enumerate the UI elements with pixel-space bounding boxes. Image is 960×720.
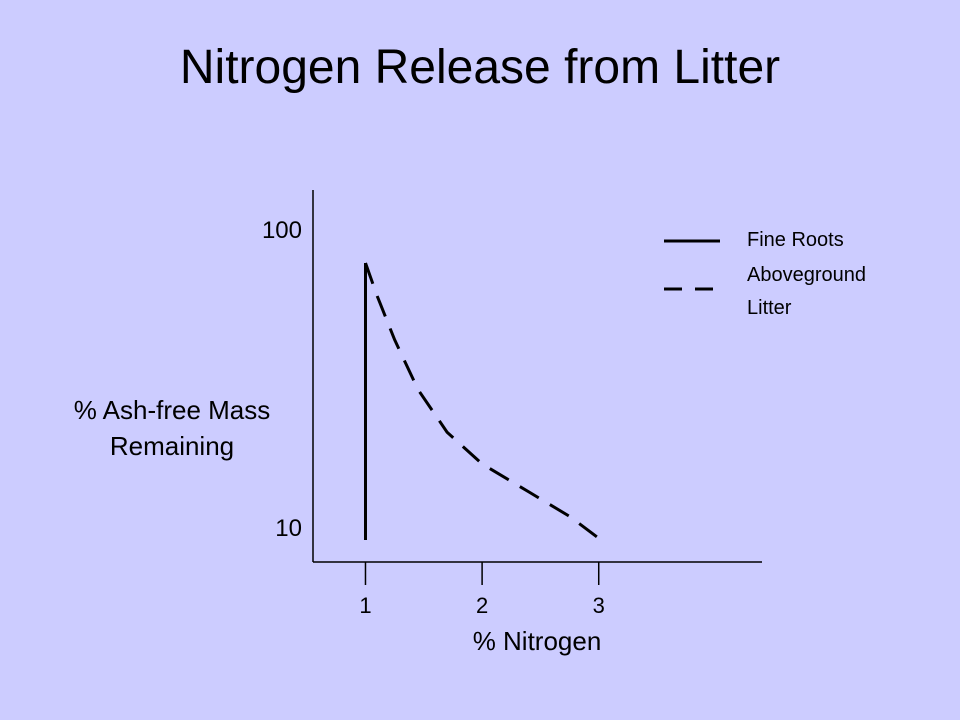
legend: Fine Roots Aboveground Litter [664, 229, 866, 319]
x-tick-label: 1 [359, 593, 371, 618]
x-tick-label: 2 [476, 593, 488, 618]
chart-title: Nitrogen Release from Litter [179, 41, 781, 94]
y-axis-label: % Ash-free Mass Remaining [74, 395, 271, 461]
legend-label: Fine Roots [747, 229, 844, 251]
y-tick-labels: 100 10 [262, 217, 302, 542]
legend-label: Aboveground Litter [747, 264, 866, 319]
x-ticks: 1 2 3 [359, 562, 605, 618]
series-lines [364, 262, 606, 544]
series-line-dashed [364, 262, 606, 544]
y-tick-label: 100 [262, 217, 302, 244]
x-axis-label: % Nitrogen [473, 626, 602, 656]
y-tick-label: 10 [275, 515, 302, 542]
x-tick-label: 3 [593, 593, 605, 618]
